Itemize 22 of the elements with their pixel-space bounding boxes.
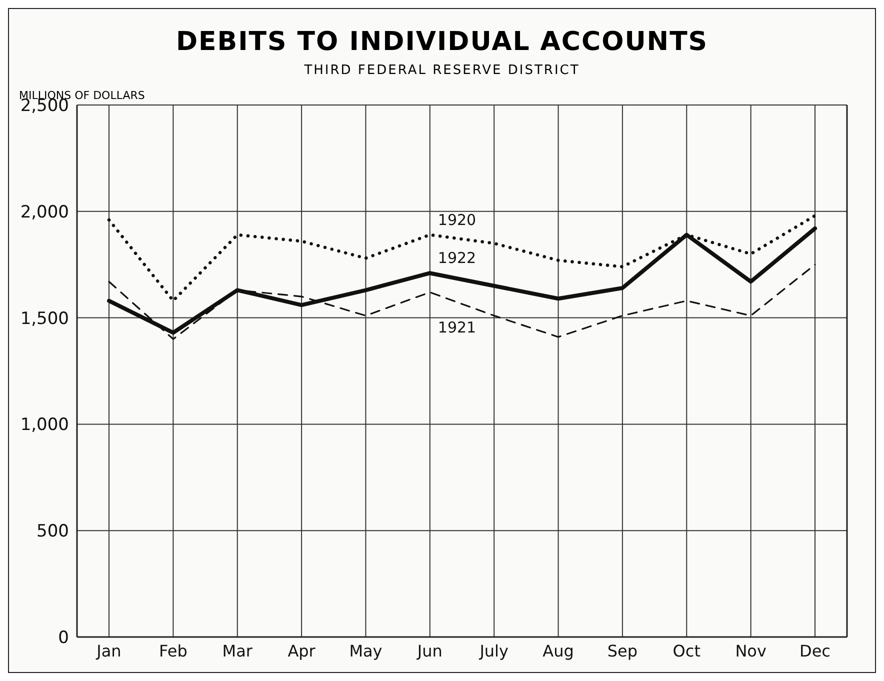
series-label: 1922: [438, 249, 476, 268]
series-label: 1920: [438, 210, 476, 229]
chart-subtitle: THIRD FEDERAL RESERVE DISTRICT: [303, 63, 581, 78]
y-tick-label: 2,000: [20, 202, 69, 222]
x-tick-label: Feb: [159, 641, 188, 660]
x-tick-label: Jun: [416, 641, 442, 660]
x-tick-label: May: [349, 641, 382, 660]
y-tick-label: 500: [36, 522, 69, 542]
x-tick-label: Sep: [607, 641, 638, 660]
x-tick-label: Nov: [735, 641, 766, 660]
y-tick-label: 1,000: [20, 415, 69, 436]
series-label: 1921: [438, 318, 476, 336]
y-tick-label: 1,500: [20, 308, 69, 329]
x-tick-label: Aug: [542, 641, 574, 660]
x-tick-label: Apr: [288, 641, 316, 660]
x-tick-label: Jan: [96, 641, 122, 660]
x-tick-label: Dec: [800, 641, 830, 660]
x-tick-label: Oct: [672, 641, 700, 660]
chart-title: DEBITS TO INDIVIDUAL ACCOUNTS: [174, 27, 710, 57]
x-tick-label: Mar: [222, 641, 253, 660]
x-tick-label: July: [478, 641, 508, 660]
y-tick-label: 0: [58, 628, 69, 648]
